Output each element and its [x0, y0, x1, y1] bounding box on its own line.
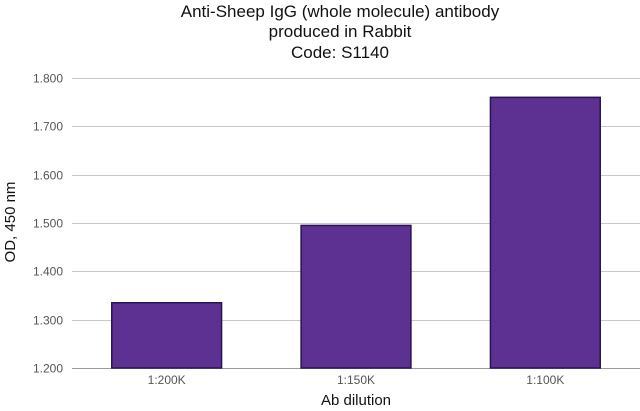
chart-title-line-3: Code: S1140	[291, 43, 389, 62]
chart-title-line-1: Anti-Sheep IgG (whole molecule) antibody	[181, 2, 500, 21]
bars	[111, 96, 601, 369]
x-tick-label: 1:100K	[526, 373, 564, 387]
y-tick-label: 1.200	[33, 362, 63, 376]
y-axis-tick-labels: 1.200 1.300 1.400 1.500 1.600 1.700 1.800	[33, 72, 63, 376]
x-axis-tick-labels: 1:200K 1:150K 1:100K	[148, 373, 565, 387]
chart-title-line-2: produced in Rabbit	[269, 22, 412, 41]
y-tick-label: 1.300	[33, 314, 63, 328]
x-tick-label: 1:200K	[148, 373, 186, 387]
x-tick-label: 1:150K	[337, 373, 375, 387]
bar-1:100K	[489, 96, 601, 369]
y-tick-label: 1.800	[33, 72, 63, 86]
y-tick-label: 1.700	[33, 120, 63, 134]
bar-1:200K	[111, 302, 223, 369]
x-axis-label: Ab dilution	[321, 392, 391, 409]
bar-1:150K	[300, 224, 412, 369]
y-tick-label: 1.500	[33, 217, 63, 231]
chart-title: Anti-Sheep IgG (whole molecule) antibody…	[181, 2, 500, 62]
y-axis-label: OD, 450 nm	[2, 182, 19, 263]
y-tick-label: 1.600	[33, 169, 63, 183]
y-tick-label: 1.400	[33, 265, 63, 279]
